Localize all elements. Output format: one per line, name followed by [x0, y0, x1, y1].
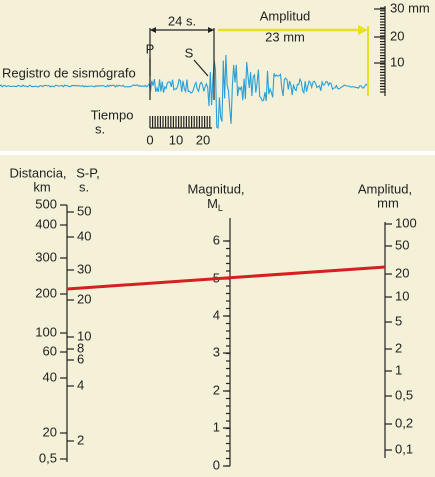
divider — [0, 151, 435, 155]
distance-tick-label: 300 — [35, 249, 57, 264]
distance-tick-label: 60 — [43, 343, 57, 358]
magnitude-title: Magnitud, — [187, 181, 244, 196]
sp-tick-label: 30 — [77, 261, 91, 276]
sp-tick-label: 2 — [77, 432, 84, 447]
sp-tick-label: 4 — [77, 377, 84, 392]
amplitude-value: 23 mm — [265, 29, 305, 44]
amp-tick-label: 20 — [390, 28, 404, 43]
record-label: Registro de sismógrafo — [2, 65, 136, 80]
amp-tick-label: 10 — [390, 54, 404, 69]
time-unit: s. — [95, 121, 105, 136]
distance-tick-label: 400 — [35, 216, 57, 231]
magnitude-tick-label: 3 — [213, 344, 220, 359]
p-label: P — [146, 41, 155, 56]
amplitude-tick-label: 0,5 — [395, 387, 413, 402]
magnitude-m: M — [207, 196, 218, 211]
amplitude-tick-label: 10 — [395, 288, 409, 303]
amplitude-axis-unit: mm — [377, 195, 399, 210]
distance-unit: km — [33, 179, 50, 194]
distance-tick-label: 500 — [35, 196, 57, 211]
amplitude-arrowhead — [358, 25, 368, 35]
sp-unit: s. — [79, 179, 89, 194]
distance-tick-label: 20 — [43, 424, 57, 439]
amp-tick-label: 30 mm — [390, 0, 430, 15]
distance-tick-label: 0,5 — [39, 450, 57, 465]
amplitude-tick-label: 2 — [395, 340, 402, 355]
distance-tick-label: 100 — [35, 324, 57, 339]
magnitude-sub: L — [218, 203, 223, 213]
magnitude-tick-label: 6 — [213, 232, 220, 247]
amplitude-tick-label: 100 — [395, 215, 417, 230]
time-tick-label: 10 — [169, 132, 183, 147]
distance-tick-label: 40 — [43, 369, 57, 384]
amplitude-tick-label: 1 — [395, 362, 402, 377]
seismic-trace — [0, 54, 370, 129]
amplitude-tick-label: 0,1 — [395, 441, 413, 456]
sp-title: S-P, — [76, 165, 100, 180]
time-tick-label: 0 — [146, 132, 153, 147]
s-label: S — [185, 45, 194, 60]
amplitude-tick-label: 0,2 — [395, 415, 413, 430]
magnitude-tick-label: 1 — [213, 419, 220, 434]
magnitude-tick-label: 0 — [213, 457, 220, 472]
distance-tick-label: 200 — [35, 285, 57, 300]
s-arrow — [193, 59, 209, 77]
sp-tick-label: 50 — [77, 203, 91, 218]
magnitude-tick-label: 4 — [213, 307, 220, 322]
magnitude-symbol: ML — [207, 196, 223, 213]
amplitude-title: Amplitud — [260, 8, 311, 23]
sp-tick-label: 10 — [77, 328, 91, 343]
magnitude-tick-label: 2 — [213, 382, 220, 397]
time-title: Tiempo — [91, 107, 134, 122]
distance-title: Distancia, — [9, 165, 66, 180]
interval-label: 24 s. — [168, 13, 196, 28]
sp-tick-label: 8 — [77, 340, 84, 355]
time-tick-label: 20 — [196, 132, 210, 147]
sp-tick-label: 20 — [77, 291, 91, 306]
amplitude-tick-label: 50 — [395, 237, 409, 252]
amplitude-axis-title: Amplitud, — [358, 181, 412, 196]
sp-tick-label: 40 — [77, 228, 91, 243]
sp-tick-label: 6 — [77, 351, 84, 366]
reading-line — [66, 265, 386, 291]
amplitude-tick-label: 5 — [395, 313, 402, 328]
amplitude-tick-label: 20 — [395, 265, 409, 280]
